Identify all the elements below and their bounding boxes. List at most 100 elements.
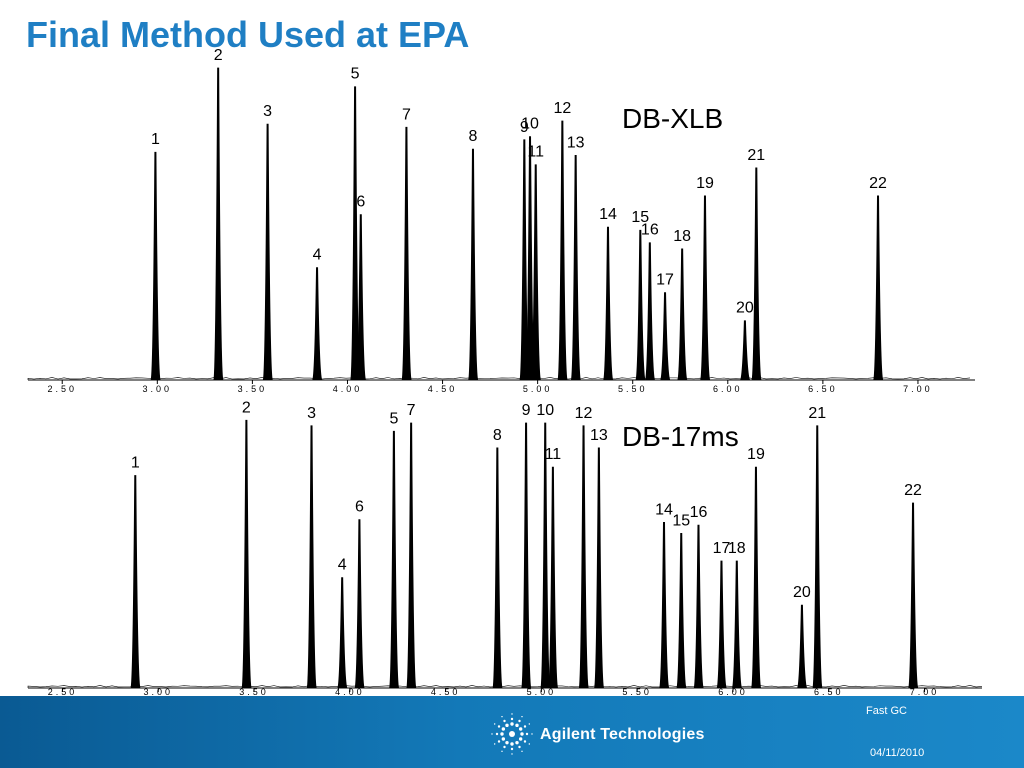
x-tick-label: 4.00 [335,687,365,696]
spark-dot [495,732,499,736]
peak-1 [130,475,141,689]
peak-3 [306,425,318,689]
x-tick-label: 7.00 [903,384,933,394]
x-tick-label: 2.50 [47,384,77,394]
peak-label-8: 8 [493,427,502,444]
peak-label-13: 13 [567,134,585,151]
peak-label-5: 5 [389,410,398,427]
spark-dot [510,722,514,726]
spark-dot [501,727,506,731]
peak-12 [557,120,568,381]
peak-6 [355,214,367,381]
x-tick-label: 6.50 [814,687,844,696]
spark-dot [493,723,496,725]
x-tick-label: 5.50 [622,687,652,696]
spark-dot [503,745,506,749]
peak-11 [547,466,559,689]
peak-label-2: 2 [214,47,223,64]
x-tick-label: 6.00 [718,687,748,696]
peak-8 [492,447,503,689]
spark-dot [505,740,509,745]
peak-label-16: 16 [690,504,708,521]
spark-dot [518,727,523,731]
spark-dot [501,715,503,718]
peak-19 [699,195,711,381]
peak-label-7: 7 [402,106,411,123]
peak-label-19: 19 [696,175,714,192]
peak-22 [907,502,919,689]
peak-7 [401,126,412,381]
peak-label-6: 6 [356,194,365,211]
peak-11 [530,164,542,381]
peak-9 [521,422,532,689]
spark-dot [518,719,521,723]
spark-dot [521,750,523,753]
peak-label-21: 21 [747,147,765,164]
peak-label-10: 10 [521,116,539,133]
peak-label-15: 15 [672,512,690,529]
peak-2 [241,419,252,689]
peak-label-13: 13 [590,427,608,444]
brand-name: Agilent Technologies [540,726,705,743]
x-tick-label: 6.50 [808,384,838,394]
spark-dot [520,732,524,736]
peak-label-20: 20 [736,300,754,317]
peak-7 [406,422,417,689]
peak-5 [388,430,400,689]
footer-topic: Fast GC [866,705,907,717]
peak-label-10: 10 [536,402,554,419]
spark-dot [505,723,509,728]
spark-dot [510,747,514,751]
peak-label-18: 18 [728,540,746,557]
peak-label-3: 3 [307,405,316,422]
spark-dot [493,743,496,745]
baseline-noise [27,377,971,380]
spark-dot [525,732,529,736]
chart-title: DB-17ms [622,421,739,452]
spark-dot [510,717,514,721]
peak-label-5: 5 [351,66,360,83]
spark-dot [518,737,523,741]
spark-dot [497,725,501,728]
peak-label-22: 22 [869,175,887,192]
spark-dot [511,753,513,755]
peak-4 [311,267,323,381]
peak-label-20: 20 [793,584,811,601]
peak-14 [602,226,614,381]
peak-3 [262,123,274,381]
x-tick-label: 3.50 [238,384,268,394]
peak-16 [693,524,705,689]
peak-label-6: 6 [355,499,364,516]
x-tick-label: 3.50 [239,687,269,696]
peak-20 [796,604,808,689]
peak-13 [570,154,582,381]
x-tick-label: 5.50 [618,384,648,394]
peak-label-15: 15 [631,209,649,226]
spark-dot [528,723,531,725]
peak-12 [578,425,590,689]
peak-label-19: 19 [747,446,765,463]
peak-label-14: 14 [655,501,673,518]
peak-label-4: 4 [313,247,322,264]
slide-title: Final Method Used at EPA [26,14,470,55]
peak-2 [213,67,224,381]
spark-dot [491,733,493,735]
peak-8 [467,148,479,381]
spark-dot [521,715,523,718]
x-tick-label: 4.00 [333,384,363,394]
peak-label-16: 16 [641,222,659,239]
spark-dot [510,742,514,746]
peak-17 [716,560,728,689]
spark-dot [501,737,506,741]
chromatogram-db-xlb: DB-XLB 2.50 3.00 3.50 4.00 4.50 5.00 5.50 6.00 6.… [27,47,975,394]
peak-21 [751,167,762,381]
peak-label-9: 9 [520,119,529,136]
peak-22 [872,195,884,381]
peak-19 [750,466,762,689]
peak-17 [659,292,671,381]
peak-10 [540,422,551,689]
peak-label-9: 9 [522,402,531,419]
spark-dot [523,740,527,743]
peak-label-1: 1 [131,454,140,471]
footer-date: 04/11/2010 [870,747,925,759]
